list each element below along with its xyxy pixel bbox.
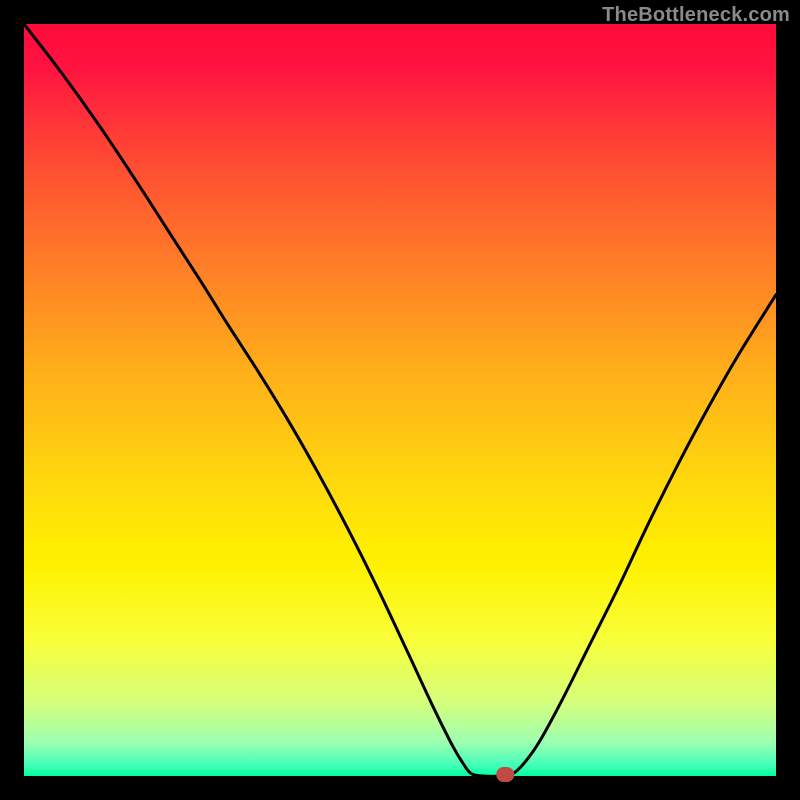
chart-plot-background — [24, 24, 776, 776]
chart-container: TheBottleneck.com — [0, 0, 800, 800]
watermark-text: TheBottleneck.com — [602, 4, 790, 27]
optimum-marker — [496, 767, 514, 782]
bottleneck-curve-chart — [0, 0, 800, 800]
